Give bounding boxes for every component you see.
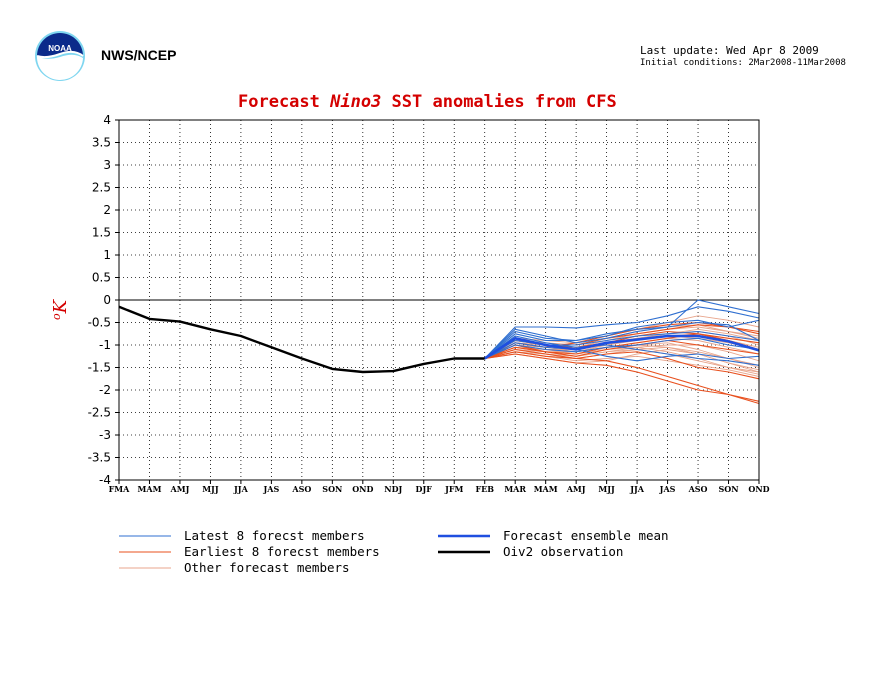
plot-frame	[118, 119, 760, 481]
y-tick-label: 0.5	[92, 271, 111, 285]
legend-label-mean: Forecast ensemble mean	[503, 528, 669, 543]
chart-title-part: SST anomalies from CFS	[381, 92, 616, 112]
x-tick-label: MJJ	[598, 484, 615, 494]
y-ticks: 4 3.5 3 2.5 2 1.5 1 0.5 0 -0.5 -1 -1.5 -2 -2.5 -3 -3.5 -…	[88, 113, 119, 487]
x-tick-label: MAM	[138, 484, 162, 494]
x-tick-label: ASO	[291, 484, 311, 494]
org-name: NWS/NCEP	[101, 47, 177, 63]
x-tick-label: JFM	[444, 484, 463, 494]
y-tick-label: 0	[103, 293, 111, 307]
legend-label-earliest: Earliest 8 forecst members	[184, 544, 380, 559]
y-tick-label: 3	[103, 158, 111, 172]
legend: Latest 8 forecst members Forecast ensembl…	[119, 528, 669, 575]
y-tick-label: -4	[99, 473, 111, 487]
y-tick-label: 2.5	[92, 181, 111, 195]
mean-line	[483, 334, 760, 360]
chart-title-part: Forecast	[238, 92, 330, 112]
noaa-logo: NOAA	[35, 31, 85, 81]
y-tick-label: -1	[99, 338, 111, 352]
x-tick-label: JAS	[659, 484, 676, 494]
x-tick-label: SON	[322, 484, 342, 494]
series-lines	[118, 299, 760, 405]
earliest-member-line	[484, 353, 760, 402]
earliest-member-line	[484, 348, 760, 380]
y-tick-label: -3.5	[88, 451, 111, 465]
latest-member-line	[484, 299, 760, 359]
y-tick-label: -0.5	[88, 316, 111, 330]
y-tick-label: 3.5	[92, 136, 111, 150]
y-axis-label-sup: o	[50, 313, 63, 320]
y-tick-label: 4	[103, 113, 111, 127]
other-member-line	[484, 346, 760, 375]
latest-member-line	[484, 306, 760, 359]
y-tick-label: 1	[103, 248, 111, 262]
y-tick-label: 1.5	[92, 226, 111, 240]
x-tick-label: FMA	[109, 484, 131, 494]
x-tick-label: JJA	[629, 484, 645, 494]
x-tick-label: SON	[718, 484, 738, 494]
x-tick-label: OND	[748, 484, 769, 494]
y-tick-label: -2	[99, 383, 111, 397]
legend-label-latest: Latest 8 forecst members	[184, 528, 365, 543]
y-axis-label-unit: K	[50, 298, 71, 314]
y-axis-label: oK	[50, 298, 72, 320]
x-tick-label: ASO	[688, 484, 708, 494]
earliest-member-line	[484, 333, 760, 360]
y-tick-label: -3	[99, 428, 111, 442]
x-tick-label: MAM	[534, 484, 558, 494]
latest-member-line	[484, 335, 760, 366]
y-tick-label: 2	[103, 203, 111, 217]
latest-member-line	[484, 337, 760, 360]
svg-text:NOAA: NOAA	[48, 44, 72, 53]
x-tick-label: AMJ	[170, 484, 190, 494]
x-tick-label: NDJ	[384, 484, 402, 494]
legend-label-other: Other forecast members	[184, 560, 350, 575]
initial-conditions: Initial conditions: 2Mar2008-11Mar2008	[640, 58, 846, 68]
chart-title-part: Nino3	[329, 92, 381, 112]
x-tick-label: MAR	[504, 484, 526, 494]
x-tick-label: JJA	[233, 484, 249, 494]
latest-member-line	[484, 342, 760, 362]
other-member-line	[484, 346, 760, 366]
chart-title: Forecast Nino3 SST anomalies from CFS	[238, 92, 617, 112]
x-tick-label: FEB	[475, 484, 494, 494]
x-tick-label: JAS	[262, 484, 279, 494]
x-tick-label: AMJ	[566, 484, 586, 494]
x-tick-label: OND	[352, 484, 373, 494]
grid	[119, 120, 759, 480]
x-tick-label: DJF	[416, 484, 433, 494]
earliest-member-line	[484, 351, 760, 405]
obs-line	[118, 305, 485, 374]
last-update: Last update: Wed Apr 8 2009	[640, 44, 819, 57]
x-ticks: FMA MAM AMJ MJJ JJA JAS ASO SON OND NDJ DJF JFM FEB M…	[109, 480, 770, 494]
legend-label-obs: Oiv2 observation	[503, 544, 623, 559]
x-tick-label: MJJ	[202, 484, 219, 494]
y-tick-label: -1.5	[88, 361, 111, 375]
y-tick-label: -2.5	[88, 406, 111, 420]
